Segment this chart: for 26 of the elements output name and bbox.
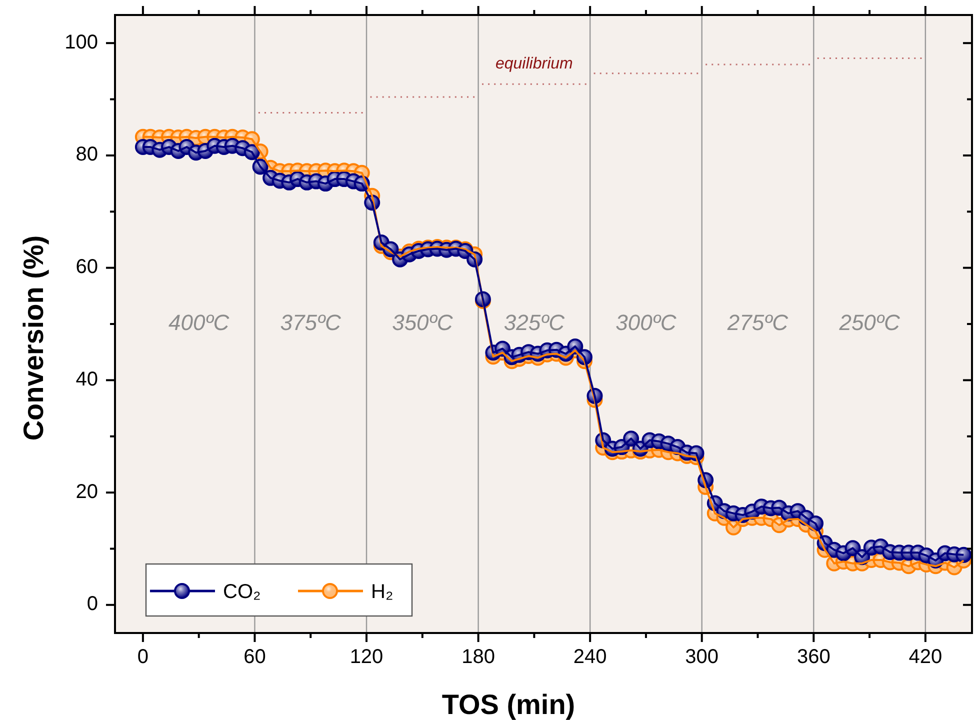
x-tick-label: 120 [350,646,384,668]
annotation: 325ºC [504,310,565,335]
x-tick-label: 180 [462,646,495,668]
y-axis-title: Conversion (%) [18,235,49,441]
y-tick-label: 20 [76,480,98,503]
x-tick-label: 60 [244,646,266,668]
y-tick-label: 60 [76,256,98,278]
annotation: 400ºC [168,310,230,335]
y-tick-label: 80 [76,144,98,166]
legend-label: CO₂ [223,581,261,603]
x-tick-label: 360 [796,646,830,668]
annotation: equilibrium [495,55,573,72]
x-tick-label: 240 [573,646,607,668]
x-tick-label: 420 [908,646,942,668]
x-axis-title: TOS (min) [442,689,576,720]
annotation: 250ºC [838,310,900,335]
x-tick-label: 300 [685,646,719,668]
legend-label: H₂ [371,581,394,603]
y-tick-label: 100 [64,31,98,54]
x-tick-label: 0 [137,646,149,668]
annotation: 375ºC [280,310,342,335]
annotation: 275ºC [726,310,788,335]
annotation: 300ºC [616,310,676,335]
y-tick-label: 40 [76,368,98,390]
y-tick-label: 0 [86,593,98,616]
annotation: 350ºC [392,310,453,335]
